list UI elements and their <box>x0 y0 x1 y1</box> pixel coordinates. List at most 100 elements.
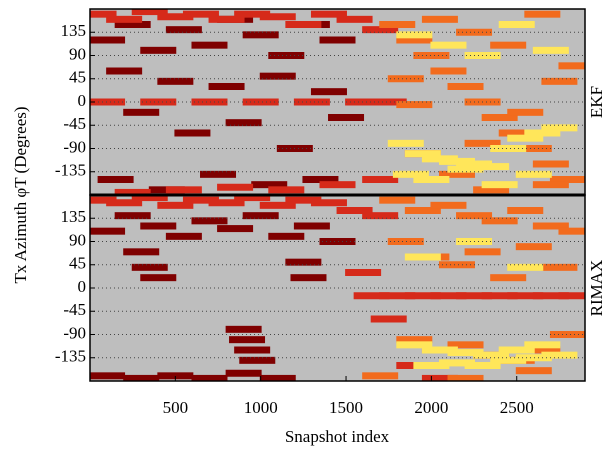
point <box>90 227 126 235</box>
plot-area <box>90 9 585 195</box>
panel-label: RIMAX <box>587 260 606 317</box>
point <box>404 150 441 158</box>
point <box>430 41 467 49</box>
point <box>259 13 296 21</box>
point <box>396 101 433 109</box>
point <box>114 188 151 195</box>
point <box>234 10 271 18</box>
point <box>515 145 552 152</box>
point <box>131 9 168 16</box>
point <box>447 83 484 90</box>
point <box>379 196 416 204</box>
point <box>507 134 544 142</box>
point <box>362 372 399 380</box>
point <box>473 163 510 171</box>
point <box>234 346 271 354</box>
point <box>285 258 322 266</box>
point <box>473 186 510 194</box>
point <box>310 10 347 18</box>
point <box>208 199 245 207</box>
point <box>123 108 160 116</box>
point <box>438 261 475 269</box>
point <box>225 325 262 333</box>
point <box>541 77 578 85</box>
point <box>293 222 330 230</box>
point <box>259 374 296 381</box>
point <box>532 46 569 54</box>
point <box>157 201 194 209</box>
point <box>319 181 356 189</box>
point <box>490 356 527 364</box>
y-tick-label: 45 <box>69 254 86 273</box>
point <box>225 369 262 377</box>
point <box>456 212 493 220</box>
point <box>114 21 151 28</box>
point <box>191 98 228 106</box>
point <box>191 41 228 49</box>
point <box>90 36 126 44</box>
point <box>532 222 569 230</box>
point <box>464 139 501 147</box>
y-tick-label: 0 <box>78 277 87 296</box>
point <box>106 15 143 23</box>
point <box>140 222 177 230</box>
point <box>515 170 552 178</box>
y-tick-label: 135 <box>61 21 87 40</box>
point <box>123 374 160 381</box>
point <box>336 207 373 214</box>
point <box>319 238 356 245</box>
point <box>507 263 544 271</box>
point <box>524 341 561 349</box>
point <box>438 359 475 367</box>
point <box>242 212 279 220</box>
point <box>174 129 211 137</box>
point <box>157 13 194 21</box>
point <box>532 181 569 189</box>
point <box>353 292 390 300</box>
point <box>268 232 305 240</box>
point <box>345 98 382 106</box>
point <box>370 315 407 323</box>
point <box>558 292 585 300</box>
point <box>421 374 458 381</box>
point <box>293 98 330 106</box>
point <box>387 139 424 147</box>
point <box>549 331 585 338</box>
point <box>515 243 552 251</box>
point <box>507 108 544 116</box>
point <box>396 336 433 344</box>
point <box>106 199 143 207</box>
point <box>259 201 296 209</box>
point <box>421 15 458 23</box>
point <box>498 129 535 137</box>
point <box>191 217 228 225</box>
point <box>481 292 518 300</box>
point <box>225 119 262 127</box>
point <box>123 248 160 256</box>
point <box>413 52 450 59</box>
point <box>362 176 399 183</box>
point <box>532 160 569 168</box>
point <box>106 67 143 75</box>
point <box>447 349 484 357</box>
point <box>532 292 569 300</box>
point <box>558 227 585 235</box>
point <box>229 336 266 344</box>
point <box>413 176 450 183</box>
point <box>438 170 475 178</box>
point <box>473 351 510 359</box>
point <box>481 217 518 225</box>
point <box>157 77 194 85</box>
point <box>90 372 126 380</box>
point <box>541 263 578 271</box>
point <box>404 292 441 300</box>
point <box>182 10 219 18</box>
point <box>507 292 544 300</box>
point <box>447 374 484 381</box>
point <box>200 170 237 178</box>
y-axis-label: Tx Azimuth φT (Degrees) <box>11 106 30 283</box>
x-tick-label: 1000 <box>244 398 278 417</box>
point <box>387 75 424 83</box>
point <box>217 225 254 233</box>
point <box>310 88 347 96</box>
